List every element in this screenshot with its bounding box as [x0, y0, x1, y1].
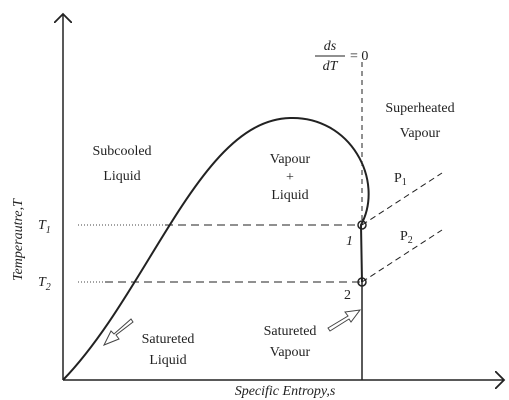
- state-label: 1: [346, 234, 353, 249]
- arrow: [102, 318, 134, 346]
- region-label: Vapour: [270, 152, 311, 167]
- annotation: Liquid: [149, 353, 186, 368]
- denominator: dT: [323, 59, 339, 74]
- numerator: ds: [324, 39, 337, 54]
- subscript: 1: [402, 177, 407, 188]
- pressure-label: P2: [400, 229, 413, 246]
- pressure-label: P1: [394, 171, 407, 188]
- x-axis-label: Specific Entropy,s: [235, 384, 336, 399]
- equation-rhs: = 0: [350, 49, 368, 64]
- p-symbol: P: [394, 171, 402, 186]
- p-symbol: P: [400, 229, 408, 244]
- region-label: Liquid: [271, 188, 308, 203]
- arrow: [327, 309, 362, 332]
- subscript: 2: [46, 282, 51, 293]
- state-point: [357, 220, 367, 230]
- saturation-curve: [62, 116, 370, 381]
- t-symbol: T: [38, 218, 47, 233]
- state-label: 2: [344, 288, 351, 303]
- y-axis-label: Temperautre,T: [11, 198, 26, 281]
- region-label: Liquid: [103, 169, 140, 184]
- subscript: 1: [46, 225, 51, 236]
- region-label: Vapour: [400, 126, 441, 141]
- p1-line: [361, 172, 443, 226]
- region-label: Superheated: [385, 101, 454, 116]
- p2-line: [361, 229, 443, 283]
- temperature-label: T2: [38, 275, 51, 293]
- region-label: +: [286, 170, 294, 185]
- annotation: Satureted: [264, 324, 317, 339]
- subscript: 2: [408, 235, 413, 246]
- region-label: Subcooled: [92, 144, 151, 159]
- state-point: [357, 277, 367, 287]
- temperature-label: T1: [38, 218, 51, 236]
- annotation: Satureted: [142, 332, 195, 347]
- t-symbol: T: [38, 275, 47, 290]
- annotation: Vapour: [270, 345, 311, 360]
